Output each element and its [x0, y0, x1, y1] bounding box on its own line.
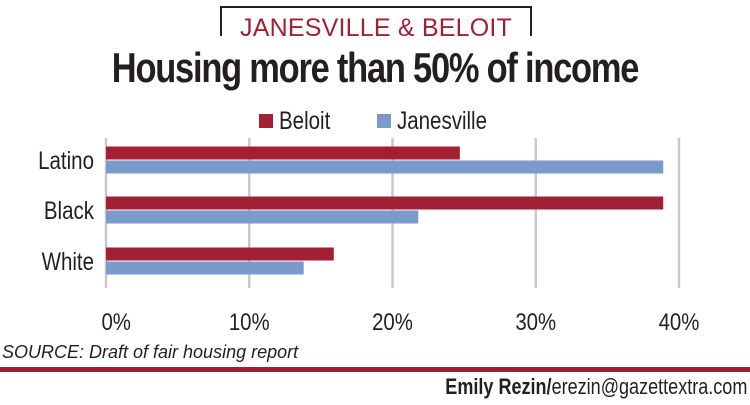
- footer-rule: [0, 367, 750, 372]
- credit-email: erezin@gazettextra.com: [551, 374, 747, 399]
- bar: [106, 210, 419, 224]
- legend-label: Janesville: [397, 106, 487, 134]
- bar: [106, 146, 460, 160]
- tick-labels: 0% 10% 20% 30% 40%: [101, 308, 699, 335]
- tick-label: 0%: [101, 308, 130, 335]
- bar: [106, 196, 664, 210]
- bars: [106, 146, 664, 275]
- legend-swatch: [259, 114, 273, 128]
- category-labels: Latino Black White: [38, 146, 94, 275]
- category-label: Latino: [38, 146, 94, 174]
- bar: [106, 247, 334, 261]
- category-label: Black: [44, 196, 95, 224]
- legend-label: Beloit: [279, 106, 331, 134]
- kicker: JANESVILLE & BELOIT: [222, 14, 530, 42]
- kicker-frame: JANESVILLE & BELOIT: [220, 6, 532, 42]
- legend: Beloit Janesville: [259, 106, 487, 134]
- bar: [106, 160, 664, 174]
- tick-label: 10%: [229, 308, 270, 335]
- source-note: SOURCE: Draft of fair housing report: [2, 342, 299, 362]
- category-label: White: [42, 247, 94, 275]
- bar-chart: Latino Black White 0% 10% 20% 30% 40% Beloit Ja…: [38, 106, 699, 335]
- credit-name: Emily Rezin/: [444, 374, 552, 399]
- tick-label: 30%: [515, 308, 556, 335]
- chart-title: Housing more than 50% of income: [111, 44, 640, 91]
- tick-label: 40%: [659, 308, 700, 335]
- legend-swatch: [377, 114, 391, 128]
- credit-line: Emily Rezin/erezin@gazettextra.com: [445, 374, 747, 400]
- tick-label: 20%: [372, 308, 413, 335]
- bar: [106, 261, 304, 275]
